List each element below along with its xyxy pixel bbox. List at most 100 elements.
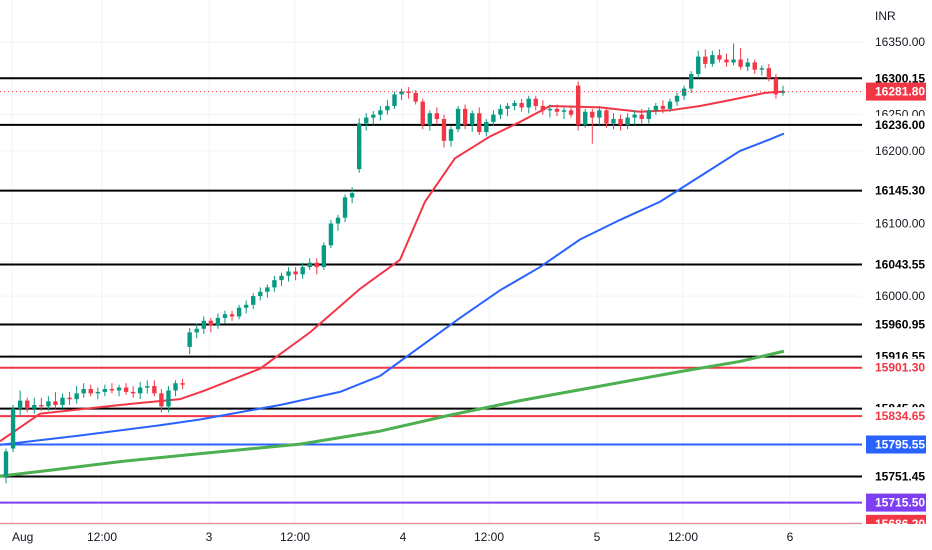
candle-body: [696, 56, 701, 75]
candle-body: [385, 105, 390, 111]
candle-body: [60, 397, 65, 405]
candle-body: [413, 92, 418, 102]
candle-body: [575, 85, 581, 125]
candle-body: [540, 105, 546, 111]
candle-body: [187, 332, 192, 347]
x-tick-label: 12:00: [668, 530, 698, 544]
candle-body: [321, 245, 327, 268]
candle-body: [3, 451, 9, 477]
x-tick-label: 12:00: [280, 530, 310, 544]
candle-body: [505, 105, 510, 109]
x-tick-label: 6: [787, 530, 794, 544]
candle-body: [152, 386, 157, 394]
candle-body: [597, 110, 602, 118]
y-tick-label: 16100.00: [875, 217, 925, 231]
price-tag-label: 16043.55: [875, 258, 925, 272]
candle-body: [639, 114, 644, 120]
candle-body: [17, 400, 23, 409]
candle-body: [448, 129, 454, 141]
candle-body: [667, 101, 673, 109]
candle-body: [674, 95, 680, 102]
candle-body: [166, 390, 171, 407]
candle-body: [300, 267, 305, 275]
candle-body: [660, 105, 666, 109]
candle-body: [123, 387, 129, 392]
candle-body: [46, 401, 51, 407]
candle-body: [590, 111, 595, 118]
candle-body: [109, 389, 115, 391]
x-tick-label: 5: [594, 530, 601, 544]
candle-body: [745, 62, 750, 67]
candle-body: [364, 117, 369, 124]
horizontal-levels: [0, 77, 862, 525]
candle-body: [632, 114, 637, 118]
ma-long-line: [0, 349, 785, 478]
moving-averages: [0, 90, 785, 478]
candle-body: [427, 113, 433, 125]
currency-label: INR: [875, 9, 896, 23]
candle-body: [279, 275, 284, 281]
x-tick-label: 12:00: [474, 530, 504, 544]
time-axis[interactable]: [0, 524, 932, 550]
candle-body: [710, 55, 715, 64]
price-tag-label: 15960.95: [875, 317, 925, 331]
candle-body: [434, 113, 440, 120]
candle-body: [349, 193, 355, 198]
candle-body: [53, 401, 58, 405]
candle-body: [554, 108, 560, 112]
candle-body: [526, 98, 531, 108]
candle-body: [215, 317, 221, 326]
price-tag: [866, 315, 926, 334]
candle-body: [208, 320, 214, 326]
price-tag: [866, 181, 926, 200]
candle-body: [717, 55, 722, 60]
candle-body: [180, 383, 185, 385]
candle-body: [491, 114, 496, 122]
candle-body: [145, 386, 150, 388]
price-tag: [866, 255, 926, 274]
price-tag-label: 15751.45: [875, 469, 925, 483]
candle-body: [653, 105, 659, 111]
x-axis-labels: Aug 12:00 3 12:00 4 12:00 5 12:00 6: [12, 530, 794, 544]
candle-body: [512, 103, 517, 106]
price-tag: [866, 435, 926, 454]
candle-body: [498, 108, 503, 115]
price-tag-label: 15715.50: [875, 496, 925, 510]
candle-body: [766, 68, 772, 79]
candle-body: [752, 62, 757, 70]
ma-fast-line: [0, 90, 785, 443]
ma-slow-line: [0, 132, 785, 446]
x-tick-label: 12:00: [87, 530, 117, 544]
candle-body: [477, 113, 482, 133]
candle-body: [547, 108, 553, 111]
candle-body: [194, 328, 199, 333]
candle-body: [307, 262, 312, 268]
price-tag-label: 16145.30: [875, 184, 925, 198]
candle-body: [392, 94, 397, 106]
last-price-label: 16281.80: [875, 85, 925, 99]
x-tick-label: 4: [400, 530, 407, 544]
candlesticks: [3, 43, 786, 484]
price-tag-label: 16300.15: [875, 71, 925, 85]
candle-body: [335, 217, 341, 224]
candle-body: [95, 391, 101, 394]
candle-body: [130, 391, 136, 394]
candle-body: [201, 320, 206, 329]
candle-body: [81, 389, 86, 394]
candle-body: [265, 287, 270, 292]
candle-body: [88, 389, 93, 394]
candle-body: [138, 387, 143, 394]
candle-body: [618, 119, 623, 125]
candle-body: [420, 101, 425, 125]
x-tick-label: Aug: [12, 530, 33, 544]
price-tag: [866, 115, 926, 134]
price-tag-label: 15834.65: [875, 409, 925, 423]
price-tags: 16300.15 16236.00 16145.30 16043.55 15960.95…: [866, 69, 926, 533]
candle-body: [328, 223, 334, 246]
candle-body: [258, 291, 263, 297]
candle-body: [441, 119, 447, 141]
candle-body: [286, 271, 291, 276]
candle-body: [116, 387, 122, 391]
